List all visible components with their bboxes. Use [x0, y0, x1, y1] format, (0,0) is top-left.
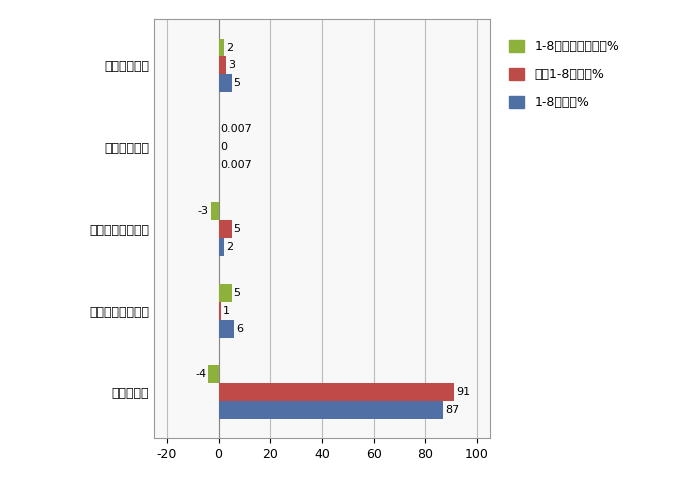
Bar: [218, 56, 226, 75]
Text: 2: 2: [226, 42, 233, 53]
Bar: [218, 238, 224, 256]
Bar: [218, 220, 232, 238]
Text: 1: 1: [223, 306, 230, 316]
Bar: [218, 75, 232, 93]
Text: 87: 87: [445, 405, 460, 415]
Text: -4: -4: [195, 369, 206, 379]
Text: 0.007: 0.007: [220, 160, 253, 170]
Bar: [218, 38, 224, 56]
Text: 6: 6: [236, 323, 243, 334]
Text: 5: 5: [234, 288, 241, 298]
Bar: [218, 319, 234, 337]
Legend: 1-8月占比同比增减%, 去年1-8月占比%, 1-8月占比%: 1-8月占比同比增减%, 去年1-8月占比%, 1-8月占比%: [503, 34, 625, 115]
Bar: [211, 202, 218, 220]
Bar: [209, 365, 218, 383]
Text: 2: 2: [226, 242, 233, 252]
Text: 5: 5: [234, 78, 241, 89]
Bar: [218, 283, 232, 301]
Text: 3: 3: [228, 60, 235, 71]
Text: -3: -3: [198, 206, 209, 216]
Text: 0: 0: [220, 142, 228, 152]
Bar: [218, 401, 444, 419]
Bar: [218, 301, 221, 319]
Text: 0.007: 0.007: [220, 124, 253, 134]
Text: 91: 91: [456, 387, 470, 397]
Bar: [218, 383, 454, 401]
Text: 5: 5: [234, 224, 241, 234]
